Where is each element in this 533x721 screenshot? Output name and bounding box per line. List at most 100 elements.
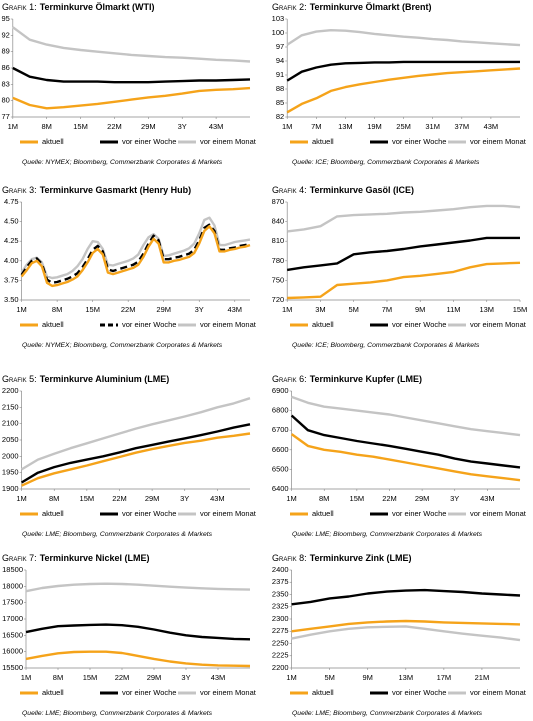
chart: Grafik 4: Terminkurve Gasöl (ICE) 720 750 78… [272, 185, 528, 348]
x-tick-label: 37M [455, 122, 470, 131]
x-tick-label: 29M [156, 305, 171, 314]
legend-label: aktuell [42, 137, 64, 146]
y-tick-label: 17000 [2, 614, 23, 623]
y-tick-label: 810 [272, 236, 285, 245]
chart: Grafik 2: Terminkurve Ölmarkt (Brent) 82 85… [272, 2, 527, 165]
chart-title: Grafik 3: Terminkurve Gasmarkt (Henry Hub… [2, 185, 191, 195]
x-tick-label: 31M [425, 122, 440, 131]
chart-title: Grafik 6: Terminkurve Kupfer (LME) [272, 374, 422, 384]
x-tick-label: 1M [286, 494, 296, 503]
x-tick-label: 29M [141, 122, 156, 131]
y-tick-label: 16500 [2, 630, 23, 639]
y-tick-label: 840 [272, 217, 285, 226]
chart: Grafik 3: Terminkurve Gasmarkt (Henry Hub… [2, 185, 257, 348]
x-tick-label: 17M [437, 673, 452, 682]
x-tick-label: 1M [282, 122, 292, 131]
x-tick-label: 9M [363, 673, 373, 682]
x-tick-label: 43M [227, 305, 242, 314]
y-tick-label: 2350 [272, 589, 289, 598]
chart-label: Grafik 8: [272, 553, 307, 563]
chart-source: Quelle: ICE; Bloomberg, Commerzbank Corp… [292, 159, 480, 166]
y-tick-label: 2250 [272, 638, 289, 647]
y-tick-label: 2200 [272, 663, 289, 672]
y-tick-label: 6800 [272, 406, 289, 415]
y-tick-label: 103 [272, 14, 285, 23]
series-line [290, 414, 521, 469]
legend-label: vor einem Monat [200, 320, 257, 329]
y-tick-label: 97 [276, 42, 284, 51]
y-tick-label: 100 [272, 28, 285, 37]
chart-label: Grafik 5: [2, 374, 37, 384]
y-tick-label: 94 [276, 56, 284, 65]
series-line [290, 433, 521, 482]
y-tick-label: 80 [1, 96, 9, 105]
y-tick-label: 16000 [2, 647, 23, 656]
x-tick-label: 15M [350, 494, 365, 503]
series-line [12, 26, 251, 63]
chart-label: Grafik 7: [2, 553, 37, 563]
y-tick-label: 15500 [2, 663, 23, 672]
chart-title: Grafik 7: Terminkurve Nickel (LME) [2, 553, 150, 563]
y-tick-label: 6700 [272, 425, 289, 434]
y-tick-label: 83 [1, 79, 9, 88]
y-tick-label: 95 [1, 14, 9, 23]
y-tick-label: 2300 [272, 614, 289, 623]
chart-title-text: Terminkurve Gasöl (ICE) [310, 185, 414, 195]
x-tick-label: 43M [484, 122, 499, 131]
x-tick-label: 43M [210, 494, 225, 503]
x-tick-label: 7M [382, 305, 392, 314]
series-line [20, 216, 251, 280]
chart-title-text: Terminkurve Ölmarkt (WTI) [40, 2, 155, 12]
x-tick-label: 22M [382, 494, 397, 503]
y-tick-label: 85 [276, 98, 284, 107]
series-line [21, 432, 251, 487]
x-tick-label: 8M [52, 305, 62, 314]
y-tick-label: 3.50 [4, 295, 19, 304]
y-tick-label: 2400 [272, 565, 289, 574]
x-tick-label: 15M [80, 494, 95, 503]
x-tick-label: 15M [83, 673, 98, 682]
y-tick-label: 86 [1, 63, 9, 72]
x-tick-label: 9M [415, 305, 425, 314]
x-tick-label: 25M [396, 122, 411, 131]
y-tick-label: 4.00 [4, 256, 19, 265]
x-tick-label: 29M [415, 494, 430, 503]
chart-label: Grafik 1: [2, 2, 37, 12]
x-tick-label: 5M [349, 305, 359, 314]
x-tick-label: 22M [115, 673, 130, 682]
chart-title-text: Terminkurve Nickel (LME) [40, 553, 150, 563]
legend-label: vor einem Monat [200, 688, 257, 697]
chart: Grafik 8: Terminkurve Zink (LME) 2200 2225 2… [272, 553, 527, 716]
series-line [291, 625, 521, 642]
chart-title: Grafik 8: Terminkurve Zink (LME) [272, 553, 412, 563]
chart-source: Quelle: LME; Bloomberg, Commerzbank Corp… [22, 710, 213, 717]
chart-label: Grafik 4: [272, 185, 307, 195]
x-tick-label: 1M [16, 494, 26, 503]
x-tick-label: 43M [211, 673, 226, 682]
x-tick-label: 15M [85, 305, 100, 314]
chart-title: Grafik 2: Terminkurve Ölmarkt (Brent) [272, 2, 432, 12]
x-tick-label: 22M [121, 305, 136, 314]
legend-label: vor einer Woche [392, 137, 446, 146]
y-tick-label: 4.75 [4, 197, 19, 206]
legend-label: aktuell [312, 509, 334, 518]
legend-label: aktuell [42, 320, 64, 329]
x-tick-label: 13M [479, 305, 494, 314]
y-tick-label: 2325 [272, 602, 289, 611]
x-tick-label: 1M [286, 673, 296, 682]
chart: Grafik 1: Terminkurve Ölmarkt (WTI) 77 80 83… [1, 2, 256, 165]
series-line [20, 225, 251, 288]
series-line [291, 395, 521, 437]
series-line [25, 623, 251, 641]
y-tick-label: 18000 [2, 581, 23, 590]
series-line [291, 619, 521, 633]
chart-source: Quelle: NYMEX; Bloomberg, Commerzbank Co… [22, 342, 223, 349]
x-tick-label: 3Y [181, 673, 190, 682]
y-tick-label: 2225 [272, 651, 289, 660]
y-tick-label: 2200 [2, 386, 19, 395]
chart-source: Quelle: NYMEX; Bloomberg, Commerzbank Co… [22, 159, 223, 166]
chart-title: Grafik 1: Terminkurve Ölmarkt (WTI) [2, 2, 155, 12]
x-tick-label: 7M [311, 122, 321, 131]
legend-label: vor einem Monat [200, 509, 257, 518]
